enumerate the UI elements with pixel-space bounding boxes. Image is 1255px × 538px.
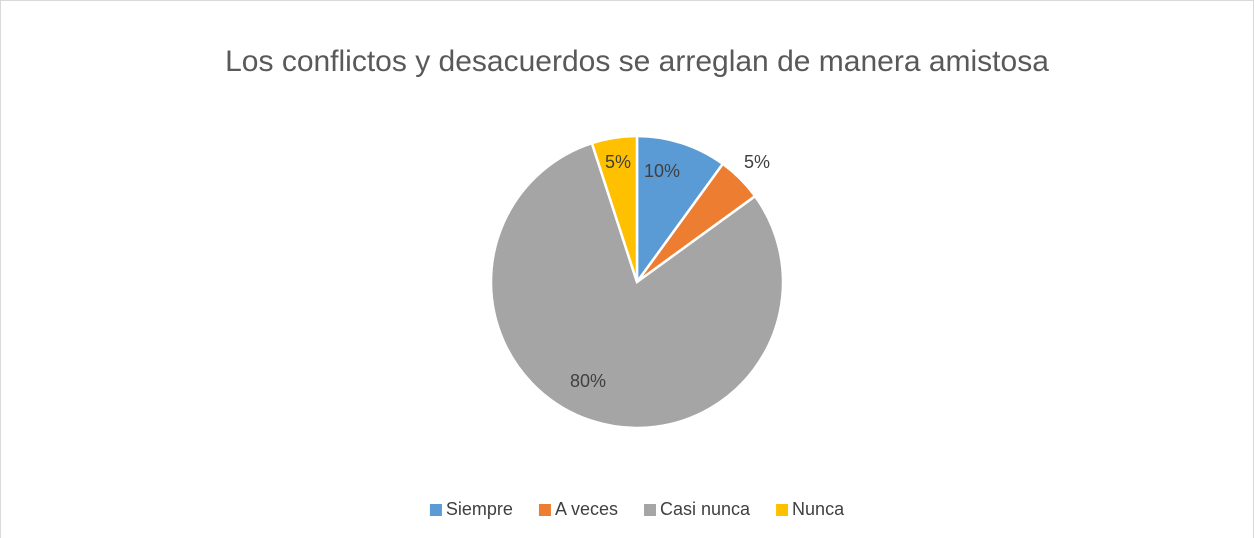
pie-slice	[635, 134, 725, 286]
legend-label: Casi nunca	[660, 499, 751, 519]
data-label: 5%	[605, 152, 631, 172]
legend-label: Nunca	[792, 499, 845, 519]
legend-swatch	[643, 504, 656, 516]
data-label: 10%	[644, 161, 680, 181]
legend-label: Siempre	[446, 499, 513, 519]
chart-title: Los conflictos y desacuerdos se arreglan…	[225, 45, 1049, 78]
data-label: 5%	[744, 152, 770, 172]
legend-swatch	[776, 504, 789, 516]
pie-slice	[590, 134, 639, 283]
legend-label: A veces	[555, 499, 618, 519]
legend-swatch	[429, 504, 442, 516]
pie-slice	[489, 141, 785, 430]
legend-swatch	[538, 504, 551, 516]
data-label: 80%	[570, 371, 606, 391]
